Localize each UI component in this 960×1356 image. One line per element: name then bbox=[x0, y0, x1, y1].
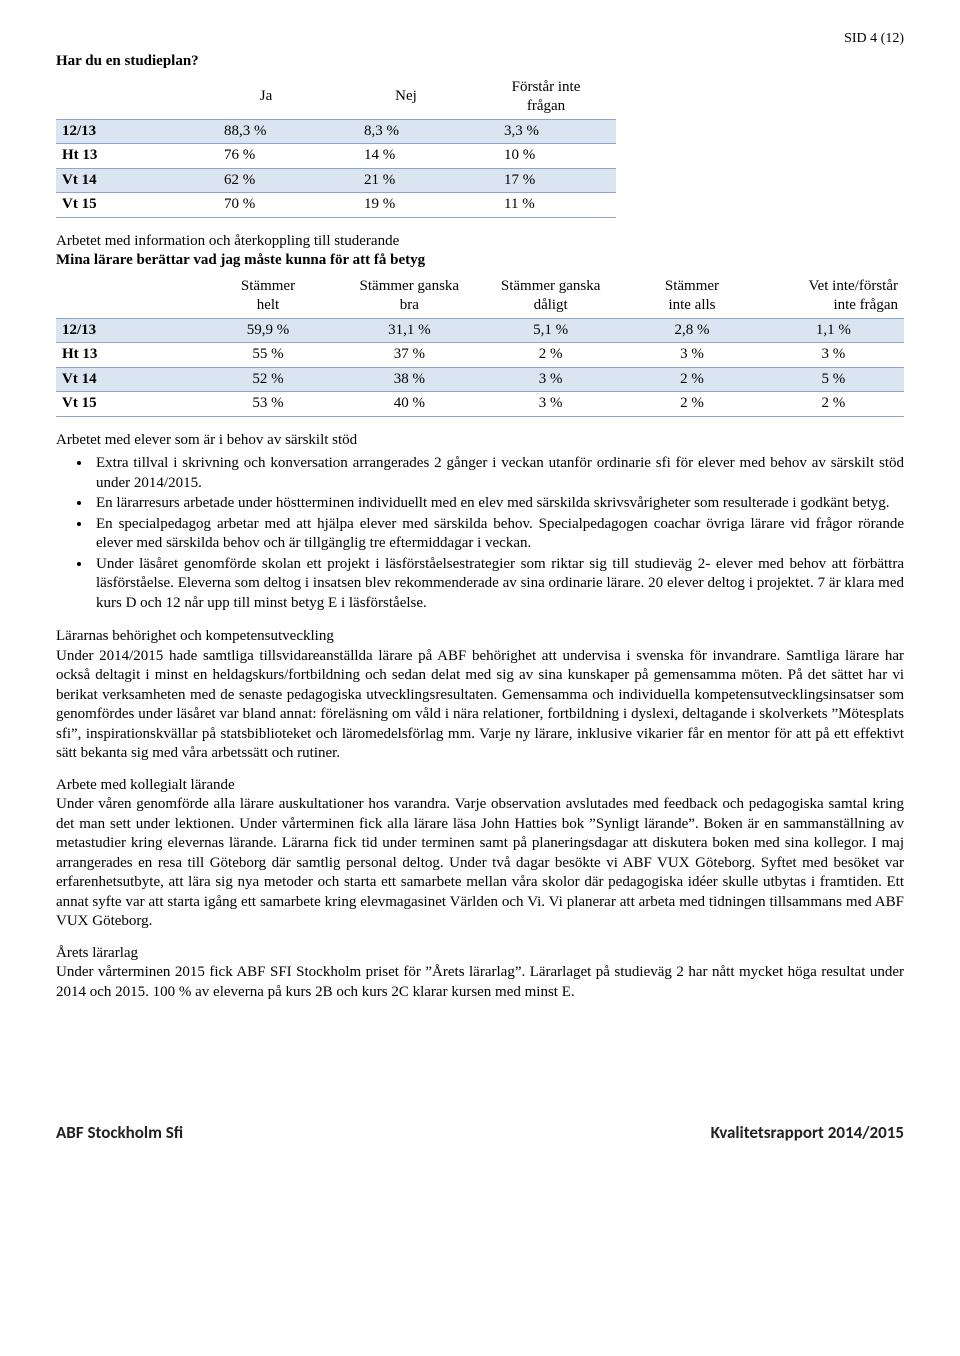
question-1-title: Har du en studieplan? bbox=[56, 52, 904, 72]
cell-value: 14 % bbox=[336, 144, 476, 169]
table-studieplan: JaNejFörstår intefrågan 12/1388,3 %8,3 %… bbox=[56, 76, 616, 218]
list-item: En specialpedagog arbetar med att hjälpa… bbox=[92, 515, 904, 554]
cell-value: 10 % bbox=[476, 144, 616, 169]
bullet-list: Extra tillval i skrivning och konversati… bbox=[92, 454, 904, 613]
cell-value: 17 % bbox=[476, 168, 616, 193]
table-header bbox=[56, 76, 196, 120]
cell-value: 2 % bbox=[621, 392, 762, 417]
cell-value: 52 % bbox=[197, 367, 338, 392]
cell-value: 59,9 % bbox=[197, 318, 338, 343]
table-row: Ht 1376 %14 %10 % bbox=[56, 144, 616, 169]
cell-value: 19 % bbox=[336, 193, 476, 218]
cell-value: 5,1 % bbox=[480, 318, 621, 343]
cell-value: 53 % bbox=[197, 392, 338, 417]
row-label: Vt 15 bbox=[56, 392, 197, 417]
cell-value: 2 % bbox=[480, 343, 621, 368]
row-label: Vt 14 bbox=[56, 168, 196, 193]
cell-value: 3 % bbox=[763, 343, 904, 368]
page-footer: ABF Stockholm Sfi Kvalitetsrapport 2014/… bbox=[56, 1122, 904, 1144]
cell-value: 3 % bbox=[480, 392, 621, 417]
table-header: Stämmerinte alls bbox=[621, 275, 762, 319]
footer-left: ABF Stockholm Sfi bbox=[56, 1122, 183, 1144]
cell-value: 3 % bbox=[621, 343, 762, 368]
cell-value: 37 % bbox=[339, 343, 480, 368]
row-label: 12/13 bbox=[56, 318, 197, 343]
cell-value: 55 % bbox=[197, 343, 338, 368]
cell-value: 88,3 % bbox=[196, 119, 336, 144]
row-label: 12/13 bbox=[56, 119, 196, 144]
cell-value: 76 % bbox=[196, 144, 336, 169]
table-header: Nej bbox=[336, 76, 476, 120]
table-row: 12/1359,9 %31,1 %5,1 %2,8 %1,1 % bbox=[56, 318, 904, 343]
table-betyg: StämmerheltStämmer ganskabraStämmer gans… bbox=[56, 275, 904, 417]
footer-right: Kvalitetsrapport 2014/2015 bbox=[711, 1122, 904, 1144]
cell-value: 5 % bbox=[763, 367, 904, 392]
cell-value: 2,8 % bbox=[621, 318, 762, 343]
row-label: Ht 13 bbox=[56, 343, 197, 368]
table-header: Stämmer ganskabra bbox=[339, 275, 480, 319]
row-label: Vt 14 bbox=[56, 367, 197, 392]
question-2-title: Mina lärare berättar vad jag måste kunna… bbox=[56, 251, 904, 271]
table-header: Förstår intefrågan bbox=[476, 76, 616, 120]
table-row: Vt 1553 %40 %3 %2 %2 % bbox=[56, 392, 904, 417]
list-item: En lärarresurs arbetade under hösttermin… bbox=[92, 494, 904, 514]
cell-value: 2 % bbox=[621, 367, 762, 392]
table-header: Stämmer ganskadåligt bbox=[480, 275, 621, 319]
table-header: Vet inte/förstårinte frågan bbox=[763, 275, 904, 319]
table-header: Stämmerhelt bbox=[197, 275, 338, 319]
table-row: Vt 1462 %21 %17 % bbox=[56, 168, 616, 193]
section-1-body: Under 2014/2015 hade samtliga tillsvidar… bbox=[56, 647, 904, 764]
page-number: SID 4 (12) bbox=[56, 30, 904, 48]
table-header bbox=[56, 275, 197, 319]
cell-value: 31,1 % bbox=[339, 318, 480, 343]
section-2-body: Under våren genomförde alla lärare ausku… bbox=[56, 795, 904, 932]
cell-value: 11 % bbox=[476, 193, 616, 218]
cell-value: 8,3 % bbox=[336, 119, 476, 144]
question-2-intro: Arbetet med information och återkoppling… bbox=[56, 232, 904, 252]
table-row: 12/1388,3 %8,3 %3,3 % bbox=[56, 119, 616, 144]
cell-value: 1,1 % bbox=[763, 318, 904, 343]
cell-value: 70 % bbox=[196, 193, 336, 218]
list-item: Under läsåret genomförde skolan ett proj… bbox=[92, 555, 904, 614]
cell-value: 3 % bbox=[480, 367, 621, 392]
cell-value: 3,3 % bbox=[476, 119, 616, 144]
cell-value: 2 % bbox=[763, 392, 904, 417]
table-row: Vt 1452 %38 %3 %2 %5 % bbox=[56, 367, 904, 392]
row-label: Vt 15 bbox=[56, 193, 196, 218]
cell-value: 38 % bbox=[339, 367, 480, 392]
section-3-heading: Årets lärarlag bbox=[56, 944, 904, 964]
table-row: Ht 1355 %37 %2 %3 %3 % bbox=[56, 343, 904, 368]
section-1-heading: Lärarnas behörighet och kompetensutveckl… bbox=[56, 627, 904, 647]
section-2-heading: Arbete med kollegialt lärande bbox=[56, 776, 904, 796]
cell-value: 21 % bbox=[336, 168, 476, 193]
table-header: Ja bbox=[196, 76, 336, 120]
cell-value: 62 % bbox=[196, 168, 336, 193]
cell-value: 40 % bbox=[339, 392, 480, 417]
list-item: Extra tillval i skrivning och konversati… bbox=[92, 454, 904, 493]
bullets-heading: Arbetet med elever som är i behov av sär… bbox=[56, 431, 904, 451]
section-3-body: Under vårterminen 2015 fick ABF SFI Stoc… bbox=[56, 963, 904, 1002]
table-row: Vt 1570 %19 %11 % bbox=[56, 193, 616, 218]
row-label: Ht 13 bbox=[56, 144, 196, 169]
